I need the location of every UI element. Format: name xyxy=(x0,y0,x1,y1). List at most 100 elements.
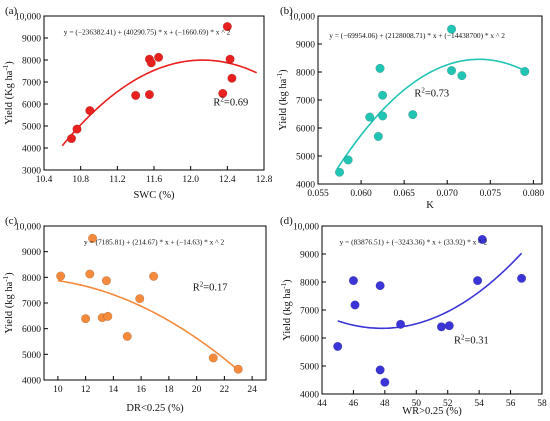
data-point xyxy=(227,73,237,83)
y-tick-label: 10,000 xyxy=(293,223,319,233)
y-tick-label: 10,000 xyxy=(289,13,315,23)
r-squared-label: R2=0.73 xyxy=(414,87,449,100)
data-point xyxy=(375,281,385,291)
data-point xyxy=(375,63,385,73)
x-tick-label: 16 xyxy=(136,385,146,395)
x-tick-label: 11.6 xyxy=(146,175,163,185)
y-tick-label: 4000 xyxy=(22,377,41,387)
data-point xyxy=(208,353,218,363)
panel-tag: (b) xyxy=(280,5,293,17)
plot-frame xyxy=(43,15,265,171)
y-tick-label: 7000 xyxy=(300,307,319,317)
data-point xyxy=(380,377,390,387)
x-tick-label: 18 xyxy=(164,385,174,395)
data-point xyxy=(122,331,132,341)
data-point xyxy=(72,124,82,134)
x-tick-label: 44 xyxy=(317,399,327,409)
x-tick-label: 52 xyxy=(443,399,453,409)
x-tick-label: 12.4 xyxy=(219,175,236,185)
y-tick-label: 5000 xyxy=(300,363,319,373)
x-axis-label: K xyxy=(426,200,434,211)
data-point xyxy=(135,294,145,304)
panel-1: (a) 10.4 10.8 11.2 11.6 12.0 12.4 12.8 3000 4000 5… xyxy=(2,5,273,201)
x-axis-label: SWC (%) xyxy=(133,190,175,201)
r-squared-label: R2=0.69 xyxy=(213,95,248,108)
y-tick-label: 8000 xyxy=(300,279,319,289)
data-point xyxy=(378,90,388,100)
fit-curve xyxy=(336,58,528,170)
x-tick-label: 0.080 xyxy=(523,189,545,199)
y-tick-label: 5000 xyxy=(22,123,41,133)
y-axis-label: Yield (kg ha-1) xyxy=(276,69,289,131)
fit-equation: y = (−236382.41) + (40290.75) * x + (−16… xyxy=(64,27,231,36)
y-tick-label: 10,000 xyxy=(15,13,41,23)
x-tick-label: 0.070 xyxy=(437,189,459,199)
x-tick-label: 22 xyxy=(220,385,230,395)
x-tick-label: 24 xyxy=(247,385,257,395)
x-tick-label: 56 xyxy=(506,399,516,409)
y-axis-label: Yield (Kg ha-1) xyxy=(2,61,15,125)
x-tick-label: 0.075 xyxy=(480,189,502,199)
panel-4: (d) 44 46 48 50 52 54 56 58 4000 5000 6000 7000 8000 9… xyxy=(280,215,547,417)
fit-equation: y = (7185.81) + (214.67) * x + (−14.63) … xyxy=(84,237,225,246)
x-tick-label: 10.8 xyxy=(72,175,89,185)
fit-curve xyxy=(337,252,523,330)
y-tick-label: 9000 xyxy=(22,248,41,258)
data-point xyxy=(396,319,406,329)
data-point xyxy=(144,89,154,100)
panel-3: (c) 10 12 14 16 18 20 22 24 4000 5000 6000 7000 8000 9… xyxy=(2,215,267,414)
data-point xyxy=(436,322,446,332)
data-point xyxy=(343,155,353,165)
data-point xyxy=(88,233,98,243)
fit-curve xyxy=(61,59,258,147)
y-tick-label: 4000 xyxy=(296,181,315,191)
data-point xyxy=(348,276,358,286)
panel-tag: (c) xyxy=(5,215,18,227)
y-axis-label: Yield (kg ha-1) xyxy=(280,279,293,341)
x-tick-label: 0.060 xyxy=(350,189,372,199)
x-tick-label: 0.055 xyxy=(307,189,329,199)
y-tick-label: 8000 xyxy=(22,274,41,284)
data-point xyxy=(85,106,95,116)
x-tick-label: 12.0 xyxy=(182,175,199,185)
x-tick-label: 12.8 xyxy=(256,175,273,185)
data-point xyxy=(446,24,457,34)
data-point xyxy=(375,365,385,375)
data-point xyxy=(334,167,345,177)
x-tick-label: 12 xyxy=(81,385,91,395)
x-axis-label: DR<0.25 (%) xyxy=(126,403,184,414)
data-point xyxy=(333,341,343,351)
plot-frame xyxy=(43,225,267,381)
y-tick-label: 5000 xyxy=(22,351,41,361)
x-tick-label: 10.4 xyxy=(36,175,53,185)
panel-2: (b) 0.055 0.060 0.065 0.070 0.075 0.080 4000 500… xyxy=(276,5,544,211)
x-tick-label: 14 xyxy=(109,385,119,395)
plot-frame xyxy=(321,225,543,395)
fit-equation: y = (−69954.06) + (2128008.71) * x + (−1… xyxy=(329,31,505,40)
x-tick-label: 58 xyxy=(537,399,547,409)
data-point xyxy=(457,71,467,81)
r-squared-label: R2=0.31 xyxy=(454,334,489,347)
data-point xyxy=(85,269,95,279)
y-tick-label: 4000 xyxy=(300,391,319,401)
data-point xyxy=(477,234,487,244)
data-point xyxy=(146,58,156,68)
data-point xyxy=(101,276,111,286)
y-tick-label: 4000 xyxy=(22,145,41,155)
fit-equation: y = (83876.51) + (−3243.36) * x + (33.92… xyxy=(340,237,488,246)
data-point xyxy=(218,88,228,98)
x-tick-label: 20 xyxy=(192,385,202,395)
y-tick-label: 9000 xyxy=(300,251,319,261)
data-point xyxy=(444,321,454,331)
y-tick-label: 7000 xyxy=(22,300,41,310)
panel-tag: (d) xyxy=(280,215,293,227)
data-point xyxy=(517,273,527,283)
y-tick-label: 8000 xyxy=(296,69,315,79)
data-point xyxy=(408,110,418,120)
x-axis-label: WR>0.25 (%) xyxy=(402,406,462,417)
y-tick-label: 7000 xyxy=(296,97,315,107)
x-tick-label: 50 xyxy=(412,399,422,409)
y-tick-label: 8000 xyxy=(22,57,41,67)
data-point xyxy=(154,52,164,62)
